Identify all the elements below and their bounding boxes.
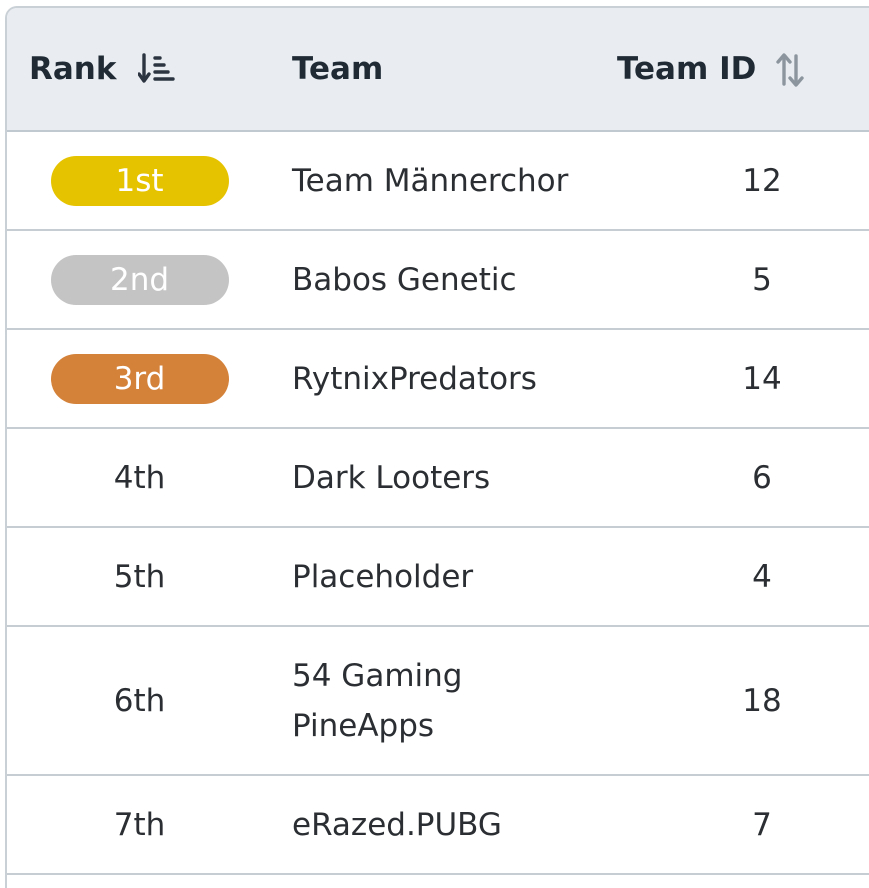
- team-id-cell: 7: [717, 776, 807, 873]
- team-id-cell: 14: [717, 330, 807, 427]
- team-id-value: 14: [742, 360, 782, 397]
- rank-cell: 5th: [7, 528, 272, 625]
- team-name: Babos Genetic: [292, 261, 517, 298]
- rank-badge-silver: 2nd: [50, 254, 229, 305]
- team-name-cell: Dark Looters: [292, 429, 602, 526]
- rank-cell: 1st: [7, 132, 272, 229]
- team-id-value: 18: [742, 682, 782, 719]
- team-name-cell: eRazed.PUBG: [292, 776, 602, 873]
- table-row[interactable]: 7th eRazed.PUBG 7: [7, 776, 869, 875]
- team-id-value: 6: [752, 459, 772, 496]
- rank-cell: 7th: [7, 776, 272, 873]
- team-id-cell: 4: [717, 528, 807, 625]
- rank-badge-gold: 1st: [50, 155, 229, 206]
- team-name-cell: RytnixPredators: [292, 330, 602, 427]
- team-name: 54 Gaming PineApps: [292, 657, 463, 744]
- team-name-cell: Placeholder: [292, 528, 602, 625]
- team-name: RytnixPredators: [292, 360, 537, 397]
- team-header-label: Team: [292, 51, 384, 87]
- leaderboard-table: Rank Team Team ID 1: [5, 6, 869, 888]
- sort-ascending-icon[interactable]: [137, 52, 176, 90]
- table-row[interactable]: 6th 54 Gaming PineApps 18: [7, 627, 869, 776]
- team-name-cell: Team Männerchor: [292, 132, 602, 229]
- team-column-header[interactable]: Team: [292, 8, 383, 130]
- table-row[interactable]: 4th Dark Looters 6: [7, 429, 869, 528]
- rank-column-header[interactable]: Rank: [29, 8, 116, 130]
- team-name: Dark Looters: [292, 459, 491, 496]
- rank-label: 7th: [113, 806, 166, 843]
- team-id-value: 7: [752, 806, 772, 843]
- team-name-cell: Babos Genetic: [292, 231, 602, 328]
- team-id-cell: 6: [717, 429, 807, 526]
- team-id-value: 4: [752, 558, 772, 595]
- rank-cell: 3rd: [7, 330, 272, 427]
- team-id-column-header[interactable]: Team ID: [617, 8, 756, 130]
- table-row[interactable]: 3rd RytnixPredators 14: [7, 330, 869, 429]
- team-name: Placeholder: [292, 558, 474, 595]
- rank-cell: 4th: [7, 429, 272, 526]
- team-name-cell: 54 Gaming PineApps: [292, 627, 602, 774]
- team-id-value: 5: [752, 261, 772, 298]
- sort-icon[interactable]: [776, 52, 806, 94]
- team-name: eRazed.PUBG: [292, 806, 502, 843]
- rank-badge-bronze: 3rd: [50, 353, 229, 404]
- table-row[interactable]: 2nd Babos Genetic 5: [7, 231, 869, 330]
- team-id-cell: 5: [717, 231, 807, 328]
- table-row[interactable]: 1st Team Männerchor 12: [7, 132, 869, 231]
- rank-header-label: Rank: [29, 51, 117, 87]
- team-id-value: 12: [742, 162, 782, 199]
- team-name: Team Männerchor: [292, 162, 569, 199]
- table-row[interactable]: 5th Placeholder 4: [7, 528, 869, 627]
- team-id-header-label: Team ID: [617, 51, 757, 87]
- rank-cell: 2nd: [7, 231, 272, 328]
- rank-label: 6th: [113, 682, 166, 719]
- team-id-cell: 12: [717, 132, 807, 229]
- table-header: Rank Team Team ID: [7, 8, 869, 132]
- team-id-cell: 18: [717, 627, 807, 774]
- rank-label: 4th: [113, 459, 166, 496]
- rank-cell: 6th: [7, 627, 272, 774]
- rank-label: 5th: [113, 558, 166, 595]
